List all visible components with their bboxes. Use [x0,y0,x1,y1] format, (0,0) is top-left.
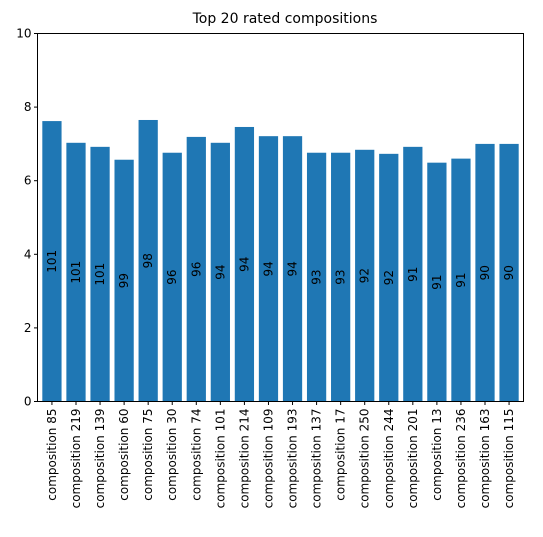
y-tick-label: 6 [24,174,32,188]
bar [427,162,447,402]
y-tick-label: 4 [24,247,32,261]
x-tick-label: composition 60 [117,409,131,501]
bar [306,152,327,402]
x-tick-label: composition 244 [382,409,396,509]
bar [282,136,303,402]
x-tick-label: composition 137 [310,409,324,509]
bar [186,136,206,402]
bar [210,142,230,402]
bar-label: 99 [117,273,131,288]
bar-label: 90 [478,265,492,280]
x-tick-label: composition 193 [286,409,300,509]
plot-area: 0 2 4 6 8 10 101 composition 85 101 composition 2… [16,27,519,509]
bar-label: 93 [310,269,324,284]
y-tick-label: 10 [16,27,31,41]
bar-label: 101 [45,250,59,273]
chart-title: Top 20 rated compositions [192,11,378,27]
x-tick-label: composition 30 [165,409,179,501]
x-tick-label: composition 109 [261,409,275,509]
bar [138,119,158,402]
bar [90,146,110,402]
bar-label: 96 [189,262,203,277]
x-tick-label: composition 163 [478,409,492,509]
x-tick-label: composition 101 [213,409,227,509]
bar-label: 91 [454,272,468,287]
bar [114,159,134,402]
bar-label: 92 [358,268,372,283]
x-tick-label: composition 17 [334,409,348,501]
bar [234,126,255,402]
x-tick-label: composition 139 [93,409,107,509]
bar-label: 91 [430,274,444,289]
plot-frame [37,33,524,402]
x-tick-label: composition 13 [430,408,444,500]
x-tick-label: composition 250 [358,409,372,509]
bar-label: 94 [286,261,300,276]
bar [331,152,351,402]
x-tick-label: composition 74 [189,409,203,501]
bar [475,143,495,402]
bar-label: 92 [382,270,396,285]
bar [451,158,471,402]
y-tick-label: 8 [24,100,32,114]
y-tick-label: 2 [24,321,32,335]
bar [258,136,279,402]
bar-label: 101 [69,261,83,284]
x-tick-label: composition 115 [502,408,516,508]
x-tick-label: composition 75 [141,409,155,501]
bar [403,146,423,402]
x-tick-label: composition 85 [45,409,59,501]
bar [379,153,399,402]
bar [42,121,62,402]
bar-label: 96 [165,269,179,284]
bar [162,152,182,402]
bar-label: 101 [93,263,107,286]
x-tick-label: composition 214 [237,409,251,509]
bar-label: 91 [406,267,420,282]
bar [355,149,375,402]
bar [66,142,86,402]
x-tick-label: composition 201 [406,409,420,509]
bar-label: 94 [237,257,251,272]
x-tick-label: composition 219 [69,409,83,509]
x-tick-label: composition 236 [454,409,468,509]
bar-label: 94 [261,261,275,276]
bar-label: 94 [213,265,227,280]
bar [499,143,519,402]
bar-label: 98 [141,253,155,268]
bar-label: 93 [334,269,348,284]
y-tick-label: 0 [24,395,32,409]
bar-label: 90 [502,265,516,280]
